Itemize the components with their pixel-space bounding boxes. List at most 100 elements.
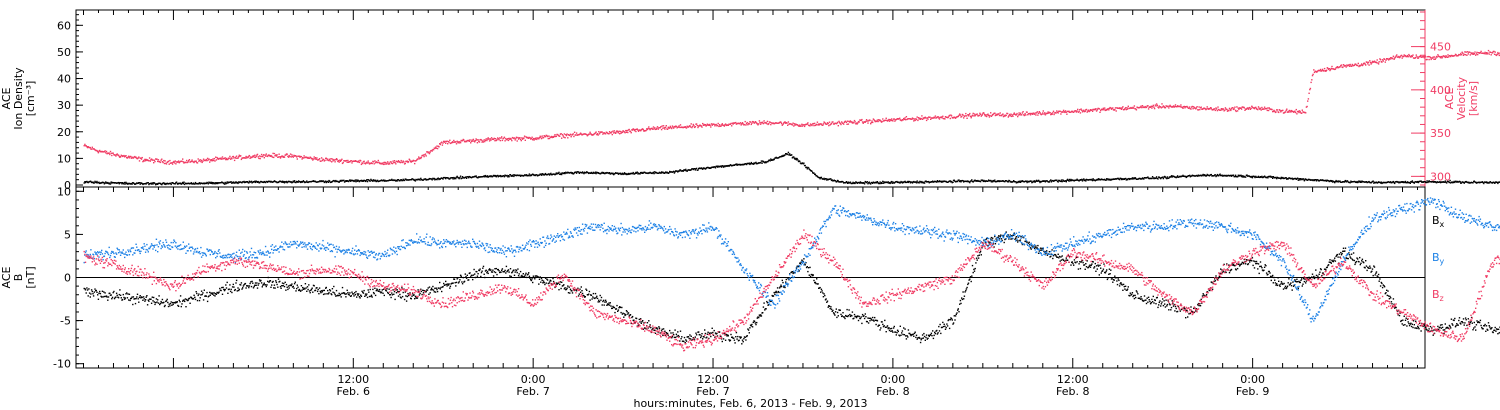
density-series-point [795, 157, 797, 160]
velocity-series-point [434, 146, 437, 148]
velocity-series-point [367, 160, 369, 162]
velocity-series-point [214, 160, 216, 162]
velocity-series-point [1070, 111, 1072, 113]
density-series-point [1015, 181, 1017, 183]
density-series-point [764, 162, 766, 164]
density-series-point [1038, 180, 1040, 182]
density-series-point [192, 182, 195, 184]
velocity-series-point [215, 159, 218, 161]
density-series-point [849, 181, 852, 183]
velocity-series-point [554, 134, 556, 136]
density-series-point [131, 183, 133, 185]
velocity-series-point [1021, 114, 1023, 116]
density-series-point [1338, 180, 1341, 182]
velocity-series-point [1419, 55, 1422, 57]
velocity-series-point [335, 158, 338, 160]
density-series-point [1205, 175, 1207, 177]
density-series-point [152, 183, 154, 185]
velocity-series-point [1106, 109, 1108, 111]
density-series-point [1008, 180, 1011, 182]
velocity-series-point [640, 130, 642, 132]
velocity-series-point [994, 112, 996, 114]
velocity-series-point [693, 124, 695, 127]
density-series-point [957, 180, 959, 183]
density-series-point [300, 181, 302, 184]
velocity-series-point [527, 136, 529, 139]
velocity-series-point [1395, 55, 1397, 57]
density-series-point [336, 180, 338, 183]
velocity-series-point [1158, 107, 1160, 109]
density-series-point [590, 172, 592, 174]
velocity-series-point [249, 157, 251, 159]
density-series-point [125, 181, 127, 184]
velocity-series-point [536, 138, 538, 141]
density-series-point [1297, 179, 1299, 181]
density-series-point [564, 172, 566, 175]
velocity-series-point [679, 124, 682, 126]
density-series-point [1242, 176, 1244, 178]
velocity-series-point [1162, 105, 1165, 107]
density-series-point [1117, 177, 1119, 180]
density-series-point [88, 181, 90, 183]
velocity-series-point [544, 135, 547, 138]
velocity-series-point [248, 154, 251, 157]
velocity-series-point [551, 136, 553, 139]
density-series-point [845, 182, 847, 184]
velocity-series-point [407, 160, 410, 163]
velocity-series-point [403, 163, 406, 165]
velocity-series-point [1429, 56, 1431, 58]
velocity-series-point [225, 158, 227, 161]
velocity-series-point [1220, 109, 1222, 111]
velocity-series-point [273, 152, 276, 155]
velocity-series-point [948, 114, 951, 117]
density-series-point [623, 173, 625, 175]
velocity-series-point [1370, 63, 1372, 65]
velocity-series-point [273, 156, 275, 159]
velocity-series-point [876, 120, 878, 123]
density-series-point [508, 176, 510, 178]
density-series-point [368, 179, 370, 181]
velocity-series-point [1323, 67, 1326, 70]
density-series-point [781, 155, 783, 158]
velocity-series-point [745, 124, 747, 126]
density-series-point [819, 178, 821, 180]
density-series-point [1337, 180, 1339, 182]
density-series-point [617, 172, 619, 174]
velocity-series-point [513, 137, 516, 139]
density-series-point [882, 182, 885, 184]
velocity-series-point [967, 114, 969, 116]
density-series-point [796, 157, 798, 160]
density-series-point [297, 181, 299, 183]
density-series-point [592, 172, 594, 175]
velocity-series-point [1174, 105, 1176, 108]
density-series-point [907, 181, 910, 184]
velocity-series-point [589, 131, 591, 133]
density-series-point [494, 174, 497, 177]
density-series-point [1307, 178, 1310, 181]
velocity-series-point [924, 116, 926, 118]
velocity-series-point [420, 157, 422, 160]
velocity-series-point [211, 160, 213, 162]
velocity-series-point [277, 156, 280, 158]
velocity-series-point [307, 156, 309, 159]
density-series-point [495, 176, 497, 178]
velocity-series-point [1390, 57, 1393, 59]
velocity-series-point [1002, 115, 1005, 118]
velocity-series-point [1286, 111, 1289, 113]
density-series-point [1325, 180, 1328, 182]
velocity-series-point [1162, 106, 1164, 108]
velocity-series-point [1075, 110, 1077, 112]
density-series-point [1240, 174, 1242, 176]
velocity-series-point [128, 157, 131, 159]
velocity-series-point [363, 160, 365, 162]
velocity-series-point [1259, 108, 1261, 110]
density-series-point [216, 182, 218, 184]
velocity-series-point [652, 126, 655, 128]
velocity-series-point [862, 122, 864, 124]
velocity-series-point [746, 121, 748, 124]
density-series-point [465, 176, 467, 178]
velocity-series-point [653, 128, 655, 130]
density-series-point [714, 166, 716, 168]
velocity-series-point [516, 140, 518, 142]
density-series-point [1272, 177, 1274, 179]
